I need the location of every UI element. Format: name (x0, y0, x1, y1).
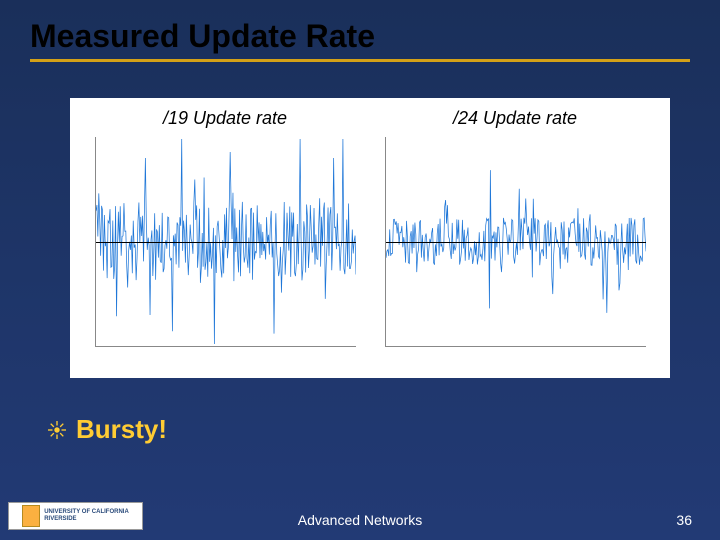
plot-right (385, 137, 646, 347)
bullet-text: Bursty! (76, 414, 167, 445)
chart-right: /24 Update rate (370, 108, 660, 368)
logo-line2: RIVERSIDE (44, 516, 76, 522)
chart-panel: /19 Update rate /24 Update rate (70, 98, 670, 378)
footer-page: 36 (676, 512, 692, 528)
title-underline (30, 59, 690, 62)
slide-title: Measured Update Rate (30, 18, 690, 55)
logo-seal-icon (22, 505, 40, 527)
logo-text: UNIVERSITY OF CALIFORNIA RIVERSIDE (44, 509, 129, 522)
midline-left (96, 242, 356, 244)
chart-right-title: /24 Update rate (370, 108, 660, 129)
midline-right (386, 242, 646, 244)
chart-left: /19 Update rate (80, 108, 370, 368)
title-area: Measured Update Rate (0, 0, 720, 70)
logo-line1: UNIVERSITY OF CALIFORNIA (44, 509, 129, 515)
sunburst-icon (48, 421, 66, 439)
footer-center: Advanced Networks (298, 512, 423, 528)
chart-left-title: /19 Update rate (80, 108, 370, 129)
footer: UNIVERSITY OF CALIFORNIA RIVERSIDE Advan… (0, 500, 720, 530)
logo: UNIVERSITY OF CALIFORNIA RIVERSIDE (8, 502, 143, 530)
bullet-row: Bursty! (48, 414, 720, 445)
plot-left (95, 137, 356, 347)
